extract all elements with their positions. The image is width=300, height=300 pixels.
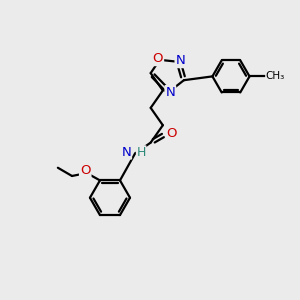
Text: H: H [136,146,146,159]
Text: N: N [166,86,175,99]
Text: O: O [80,164,91,177]
Text: O: O [166,127,176,140]
Text: O: O [153,52,163,65]
Text: N: N [176,54,185,67]
Text: CH₃: CH₃ [266,71,285,81]
Text: N: N [122,146,131,159]
